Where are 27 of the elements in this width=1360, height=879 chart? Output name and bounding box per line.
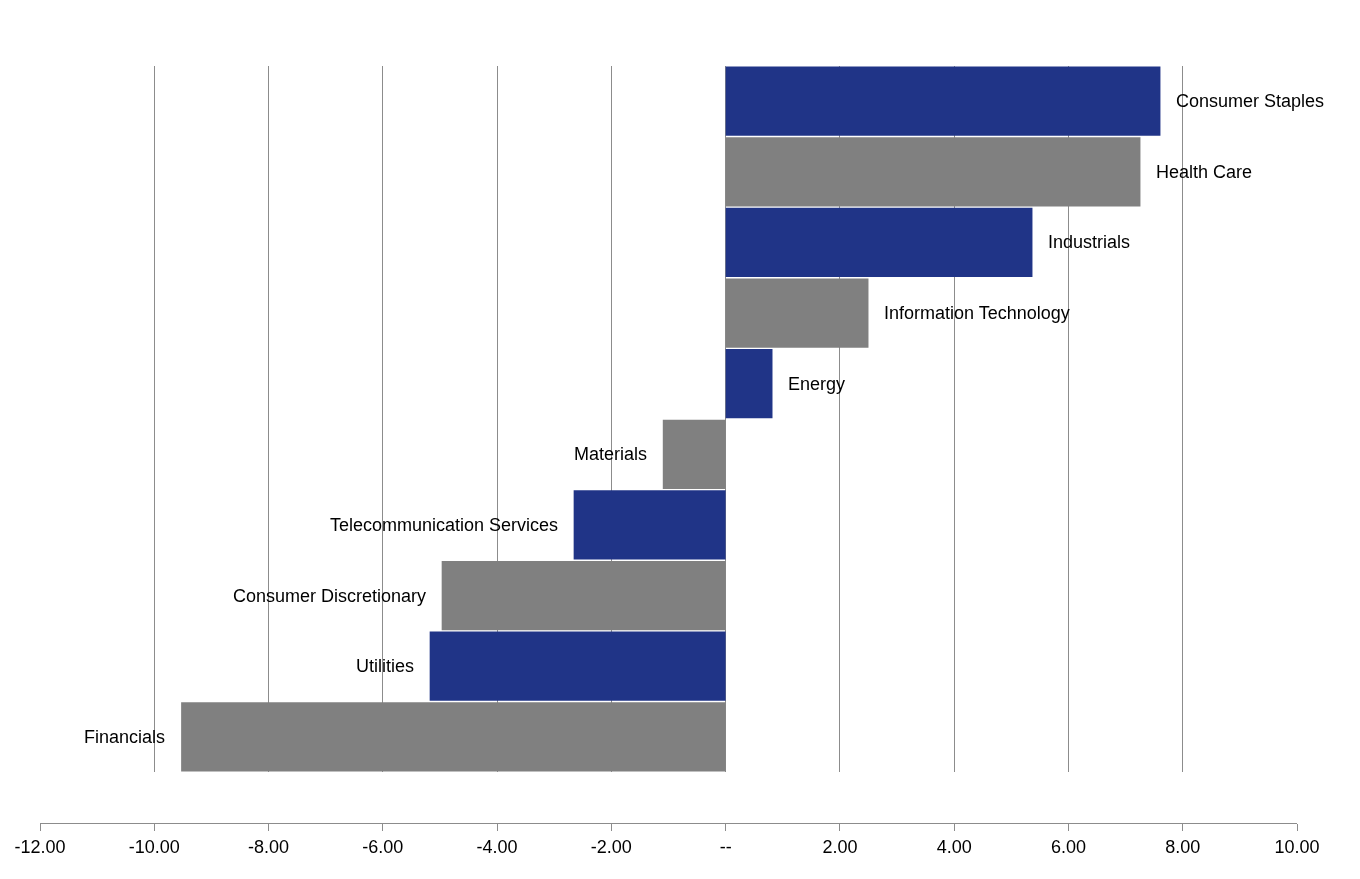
x-tick-label: 8.00 [1165, 836, 1201, 857]
x-tick-label: -2.00 [590, 836, 632, 857]
x-tick-label: 6.00 [1050, 836, 1086, 857]
y-tick-label: Health Care [1156, 162, 1253, 182]
y-tick-label: Telecommunication Services [330, 515, 559, 535]
y-tick-label: Energy [788, 374, 846, 394]
bar [725, 66, 1161, 136]
y-tick-label: Materials [574, 444, 648, 464]
x-tick-label: -6.00 [362, 836, 404, 857]
x-tick-label: -- [719, 836, 732, 857]
x-tick-label: 4.00 [936, 836, 972, 857]
bar [573, 490, 726, 560]
x-tick-label: -8.00 [248, 836, 290, 857]
y-tick-label: Financials [84, 727, 166, 747]
x-tick-label: -12.00 [14, 836, 66, 857]
x-tick-label: -4.00 [476, 836, 518, 857]
x-tick-label: 10.00 [1274, 836, 1320, 857]
y-tick-label: Utilities [356, 656, 415, 676]
y-tick-label: Information Technology [884, 303, 1070, 323]
bar [725, 207, 1033, 278]
bar [725, 349, 773, 419]
y-tick-label: Consumer Staples [1176, 91, 1325, 111]
x-tick-label: -10.00 [128, 836, 180, 857]
y-tick-label: Industrials [1048, 232, 1131, 252]
bar [429, 631, 726, 701]
x-tick-label: 2.00 [822, 836, 858, 857]
y-tick-label: Consumer Discretionary [233, 586, 427, 606]
